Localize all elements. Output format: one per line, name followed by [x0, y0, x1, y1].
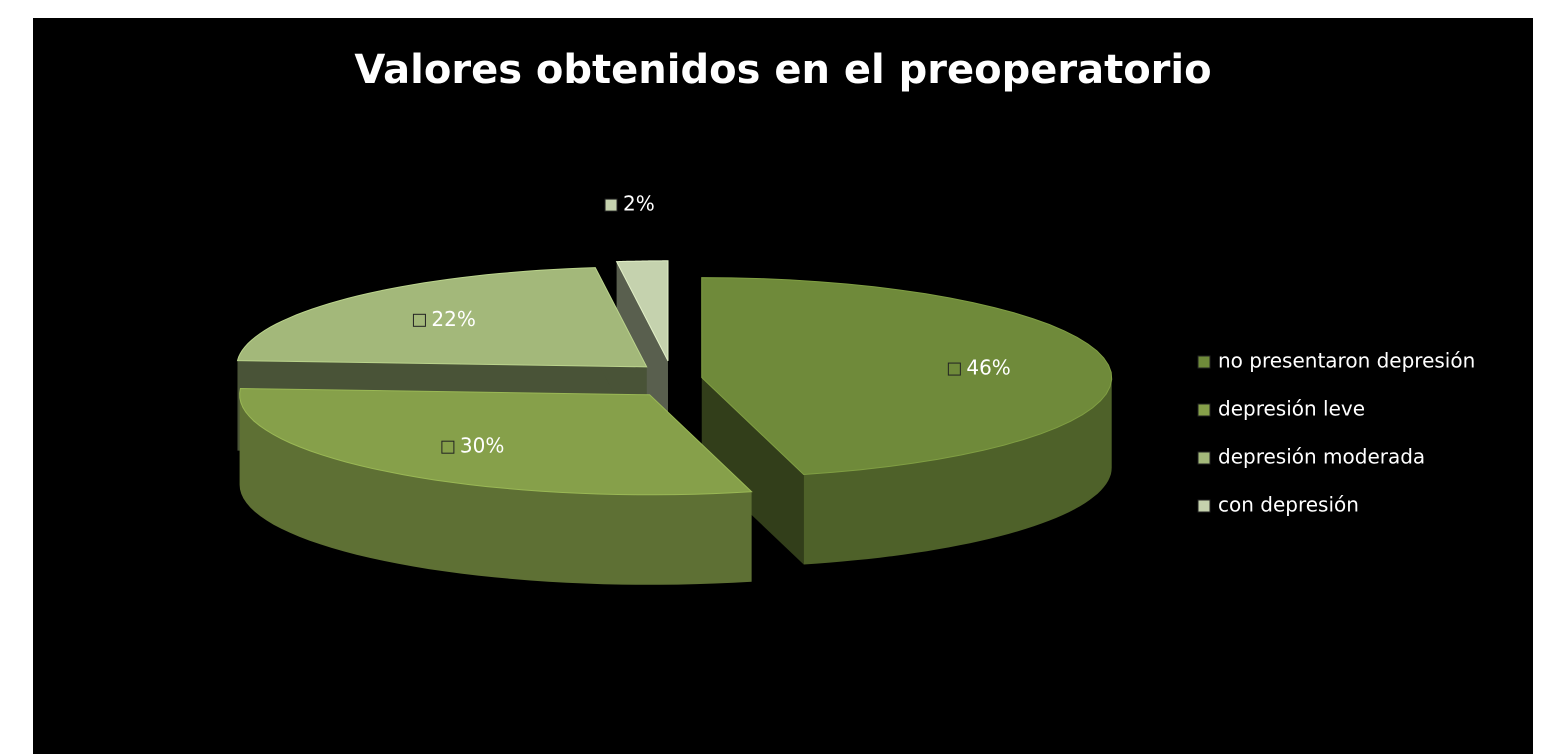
- legend-label: depresión leve: [1218, 397, 1365, 421]
- data-label: 30%: [460, 434, 504, 458]
- data-label: 46%: [966, 356, 1010, 380]
- legend-marker: [1197, 499, 1211, 513]
- legend-marker: [1197, 451, 1211, 465]
- legend-label: no presentaron depresión: [1218, 349, 1475, 373]
- slice-wall: [239, 394, 752, 585]
- legend-marker: [1197, 403, 1211, 417]
- chart-title: Valores obtenidos en el preoperatorio: [354, 47, 1211, 93]
- data-label-marker: [604, 198, 618, 212]
- data-label-marker: [947, 362, 961, 376]
- pie-slice: [701, 277, 1113, 476]
- pie-slice: [239, 387, 753, 496]
- legend-label: con depresión: [1218, 493, 1359, 517]
- data-label-marker: [412, 313, 426, 327]
- slice-side: [701, 377, 804, 565]
- legend-label: depresión moderada: [1218, 445, 1425, 469]
- data-label-marker: [441, 440, 455, 454]
- data-label: 22%: [431, 307, 475, 331]
- slice-wall: [803, 377, 1112, 565]
- pie-slice: [236, 267, 648, 368]
- legend-marker: [1197, 355, 1211, 369]
- data-label: 2%: [623, 192, 655, 216]
- pie-slice: [615, 260, 669, 362]
